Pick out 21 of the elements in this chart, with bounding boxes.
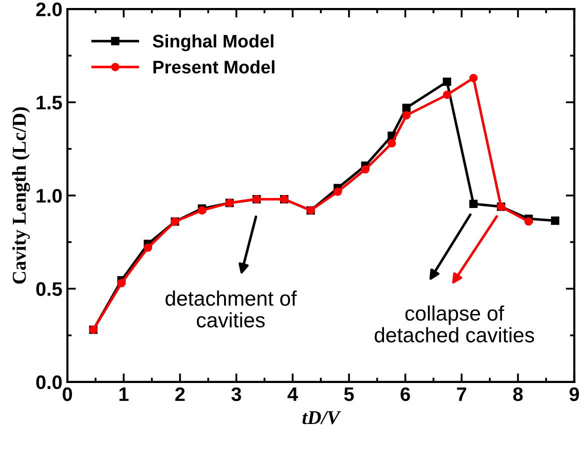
- x-tick-label: 2: [175, 387, 185, 401]
- x-axis-title: tD/V: [302, 411, 342, 424]
- legend-label: Singhal Model: [152, 34, 274, 52]
- x-tick-label: 9: [570, 387, 579, 402]
- y-tick-label: 0.0: [36, 375, 62, 390]
- y-tick-label: 0.5: [36, 282, 62, 296]
- x-tick-label: 4: [288, 388, 298, 401]
- x-tick-label: 5: [344, 388, 354, 402]
- y-tick-label: 2.0: [36, 2, 62, 16]
- x-tick-label: 3: [231, 387, 242, 402]
- y-tick-label: 1.0: [36, 188, 62, 203]
- x-tick-label: 8: [513, 387, 523, 402]
- y-tick-label: 1.5: [36, 96, 62, 110]
- annotation: collapse of detached cavities: [374, 305, 534, 342]
- legend-label: Present Model: [153, 60, 274, 74]
- x-tick-label: 6: [400, 387, 410, 402]
- annotation: detachment of cavities: [166, 290, 297, 328]
- x-tick-label: 7: [457, 388, 466, 401]
- x-tick-label: 0: [62, 387, 72, 402]
- x-tick-label: 1: [120, 388, 129, 401]
- y-axis-title: Cavity Length (Lc/D): [12, 107, 30, 284]
